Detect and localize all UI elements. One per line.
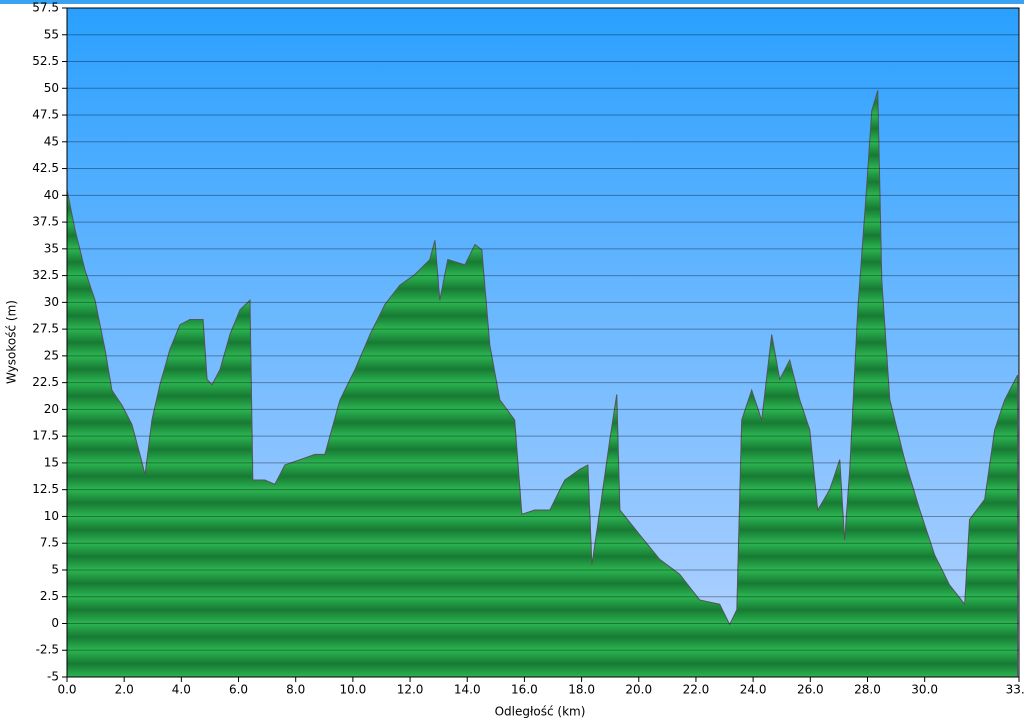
y-tick-label: 27.5 (32, 322, 59, 336)
x-tick-label: 22.0 (683, 683, 710, 697)
x-tick-label: 2.0 (115, 683, 134, 697)
x-tick-label: 4.0 (172, 683, 191, 697)
x-tick-label: 16.0 (511, 683, 538, 697)
y-tick-label: 30 (44, 295, 59, 309)
x-tick-label: 6.0 (229, 683, 248, 697)
y-tick-label: 32.5 (32, 268, 59, 282)
y-tick-label: 52.5 (32, 54, 59, 68)
x-tick-label: 8.0 (286, 683, 305, 697)
x-tick-label: 18.0 (568, 683, 595, 697)
plot-frame (66, 7, 1020, 678)
x-tick-label: 24.0 (740, 683, 767, 697)
y-tick-label: 12.5 (32, 482, 59, 496)
y-tick-label: 22.5 (32, 375, 59, 389)
y-tick-label: 10 (44, 509, 59, 523)
x-tick-label: 10.0 (340, 683, 367, 697)
x-tick-label: 30.0 (911, 683, 938, 697)
y-tick-label: 0 (51, 616, 59, 630)
y-axis-label: Wysokość (m) (5, 300, 19, 384)
elevation-area (66, 90, 1019, 678)
x-tick-label: 20.0 (625, 683, 652, 697)
y-tick-label: 17.5 (32, 429, 59, 443)
y-tick-label: 42.5 (32, 161, 59, 175)
y-tick-label: 40 (44, 188, 59, 202)
y-tick-label: 15 (44, 455, 59, 469)
x-tick-label: 26.0 (797, 683, 824, 697)
y-tick-label: 55 (44, 27, 59, 41)
y-tick-label: 37.5 (32, 215, 59, 229)
y-tick-label: 35 (44, 241, 59, 255)
x-axis-label: Odległość (km) (495, 705, 586, 719)
y-tick-label: 2.5 (40, 589, 59, 603)
y-tick-label: -2.5 (36, 643, 59, 657)
y-tick-label: 7.5 (40, 536, 59, 550)
y-tick-label: 25 (44, 348, 59, 362)
y-tick-label: 47.5 (32, 108, 59, 122)
y-tick-label: 20 (44, 402, 59, 416)
y-tick-label: 5 (51, 562, 59, 576)
top-strip (0, 0, 1024, 4)
x-tick-label: 0.0 (57, 683, 76, 697)
y-tick-label: 50 (44, 81, 59, 95)
y-tick-label: 57.5 (32, 1, 59, 15)
x-tick-label: 14.0 (454, 683, 481, 697)
x-tick-label: 12.0 (397, 683, 424, 697)
y-tick-label: -5 (47, 670, 59, 684)
x-tick-label: 33.3 (1006, 683, 1024, 697)
x-tick-label: 28.0 (854, 683, 881, 697)
y-tick-label: 45 (44, 134, 59, 148)
